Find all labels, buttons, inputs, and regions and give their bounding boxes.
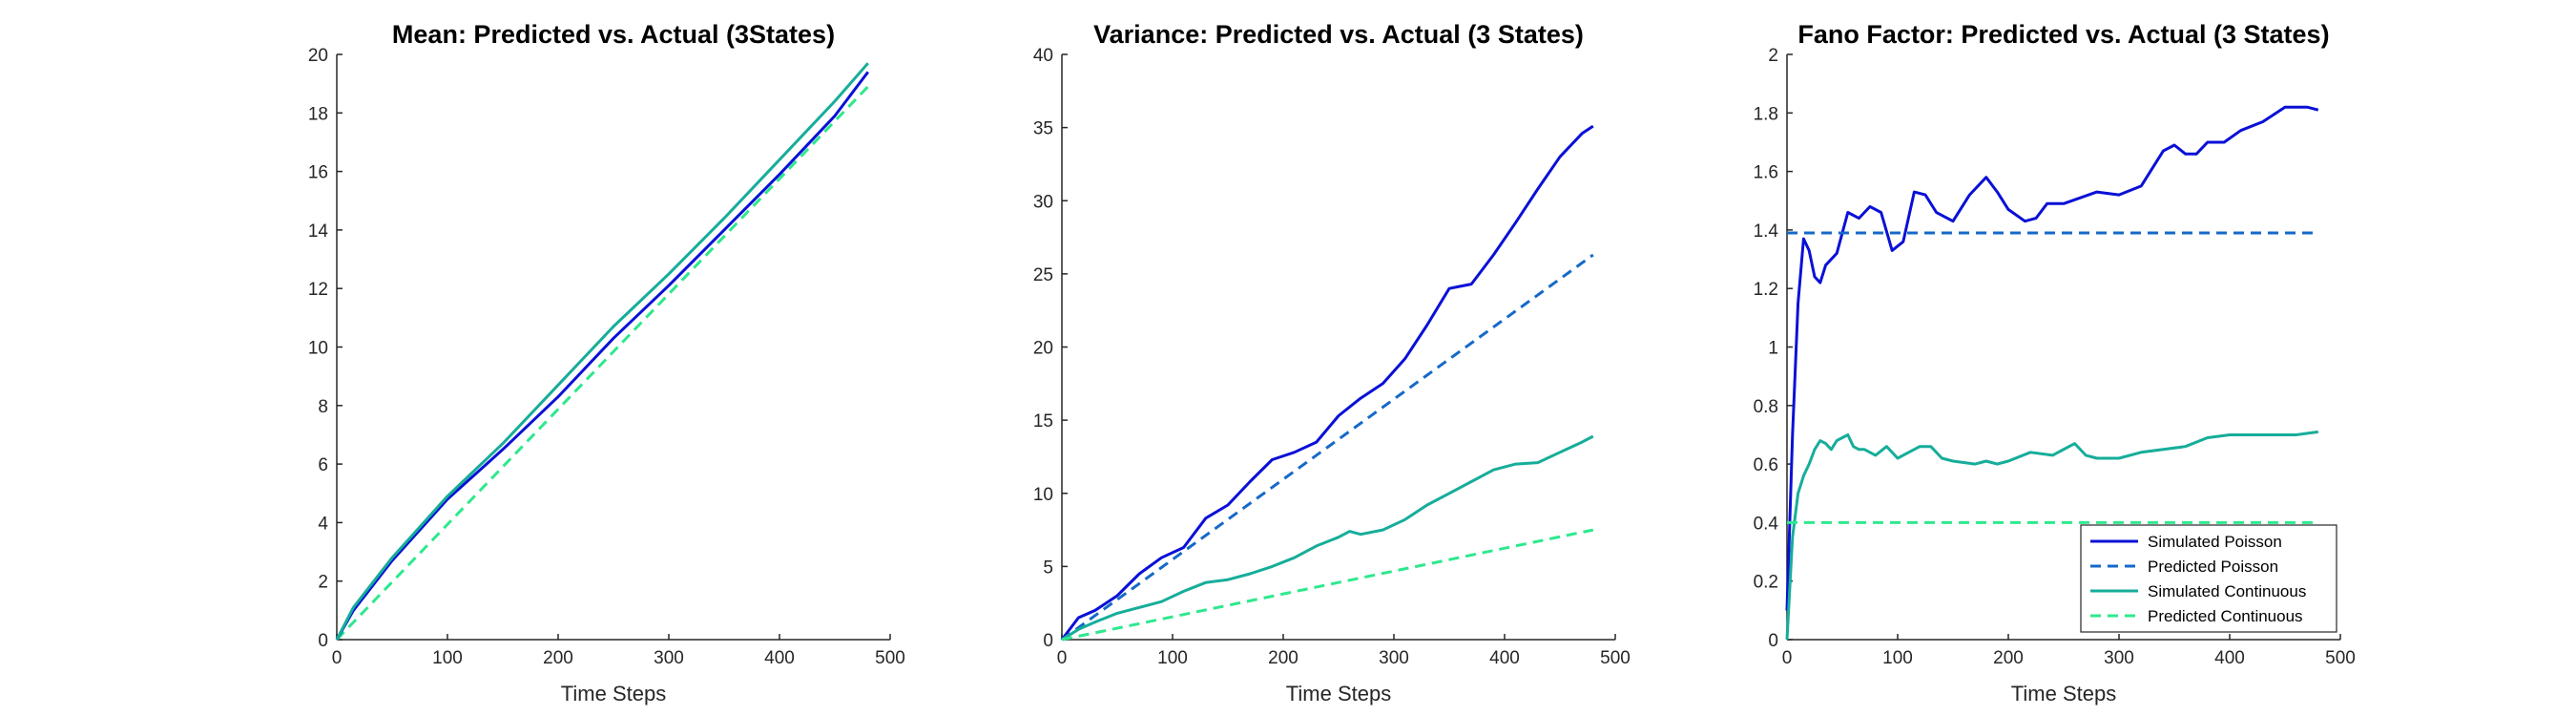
mean-series-predicted-continuous-line xyxy=(335,85,869,642)
mean-y-tick-label: 2 xyxy=(318,573,328,593)
variance-y-tick-label: 25 xyxy=(1033,265,1053,285)
mean-y-tick-label: 6 xyxy=(318,455,328,475)
legend-label: Predicted Continuous xyxy=(2148,607,2303,625)
fano-y-tick-label: 1.8 xyxy=(1754,104,1778,124)
variance-y-tick-label: 35 xyxy=(1033,119,1053,139)
mean-y-tick-label: 0 xyxy=(318,631,328,651)
chart-fano-panel: Fano Factor: Predicted vs. Actual (3 Sta… xyxy=(1754,20,2356,705)
mean-series-simulated-continuous-line xyxy=(335,62,869,641)
fano-y-tick-label: 1.2 xyxy=(1754,280,1778,300)
fano-y-tick-label: 1.4 xyxy=(1754,221,1779,242)
mean-y-tick-label: 12 xyxy=(308,280,328,300)
fano-y-tick-label: 0.6 xyxy=(1754,455,1778,475)
fano-y-tick-label: 0 xyxy=(1768,631,1778,651)
fano-series-simulated-poisson-line xyxy=(1785,105,2319,611)
variance-x-tick-label: 500 xyxy=(1600,648,1631,668)
fano-x-tick-label: 200 xyxy=(1993,648,2024,668)
fano-x-tick-label: 400 xyxy=(2214,648,2245,668)
variance-series-predicted-poisson-line xyxy=(1061,253,1594,642)
fano-y-tick-label: 0.8 xyxy=(1754,397,1778,417)
chart-mean-xlabel: Time Steps xyxy=(561,682,666,705)
chart-fano-title: Fano Factor: Predicted vs. Actual (3 Sta… xyxy=(1797,20,2329,49)
fano-x-tick-label: 500 xyxy=(2325,648,2356,668)
chart-fano-xlabel: Time Steps xyxy=(2011,682,2116,705)
mean-x-tick-label: 100 xyxy=(432,648,463,668)
variance-series-simulated-poisson-line xyxy=(1060,124,1594,641)
fano-series-simulated-continuous-line xyxy=(1785,430,2318,641)
variance-x-tick-label: 0 xyxy=(1057,648,1068,668)
variance-x-tick-label: 100 xyxy=(1157,648,1188,668)
fano-x-tick-label: 0 xyxy=(1782,648,1793,668)
mean-x-tick-label: 0 xyxy=(332,648,343,668)
fano-legend: Simulated Poisson Predicted Poisson Simula… xyxy=(2080,524,2337,633)
mean-x-tick-label: 400 xyxy=(764,648,795,668)
variance-y-tick-label: 30 xyxy=(1033,192,1053,212)
legend-label: Simulated Poisson xyxy=(2148,533,2282,551)
variance-series-simulated-continuous-line xyxy=(1061,434,1594,642)
variance-y-tick-label: 15 xyxy=(1033,411,1053,432)
chart-variance-panel: Variance: Predicted vs. Actual (3 States… xyxy=(1033,20,1631,705)
fano-y-tick-label: 1 xyxy=(1768,339,1778,359)
mean-y-tick-label: 4 xyxy=(318,514,328,534)
variance-x-tick-label: 200 xyxy=(1268,648,1298,668)
variance-x-tick-label: 400 xyxy=(1489,648,1520,668)
mean-x-tick-label: 300 xyxy=(654,648,684,668)
chart-mean-panel: Mean: Predicted vs. Actual (3States) Tim… xyxy=(308,20,905,705)
variance-y-tick-label: 20 xyxy=(1033,339,1053,359)
variance-x-tick-label: 300 xyxy=(1379,648,1409,668)
legend-box xyxy=(2080,524,2337,633)
variance-y-tick-label: 40 xyxy=(1033,46,1053,66)
mean-y-tick-label: 14 xyxy=(308,221,329,242)
fano-y-tick-label: 0.2 xyxy=(1754,573,1778,593)
fano-x-tick-label: 100 xyxy=(1882,648,1913,668)
fano-y-tick-label: 0.4 xyxy=(1754,514,1779,534)
mean-y-tick-label: 18 xyxy=(308,104,328,124)
fano-y-tick-label: 1.6 xyxy=(1754,163,1778,183)
mean-series-simulated-poisson-line xyxy=(335,71,869,641)
mean-y-tick-label: 16 xyxy=(308,163,328,183)
chart-variance-title: Variance: Predicted vs. Actual (3 States… xyxy=(1093,20,1584,49)
mean-y-tick-label: 8 xyxy=(318,397,328,417)
variance-series-predicted-continuous-line xyxy=(1061,528,1594,642)
chart-variance-xlabel: Time Steps xyxy=(1286,682,1391,705)
variance-y-tick-label: 5 xyxy=(1043,558,1053,578)
mean-x-tick-label: 500 xyxy=(875,648,905,668)
chart-mean-title: Mean: Predicted vs. Actual (3States) xyxy=(392,20,835,49)
mean-y-tick-label: 10 xyxy=(308,339,328,359)
variance-y-tick-label: 10 xyxy=(1033,485,1053,505)
legend-label: Predicted Poisson xyxy=(2148,558,2278,576)
fano-y-tick-label: 2 xyxy=(1768,46,1778,66)
legend-label: Simulated Continuous xyxy=(2148,582,2306,600)
variance-y-tick-label: 0 xyxy=(1043,631,1053,651)
mean-x-tick-label: 200 xyxy=(543,648,573,668)
mean-y-tick-label: 20 xyxy=(308,46,328,66)
fano-x-tick-label: 300 xyxy=(2104,648,2134,668)
